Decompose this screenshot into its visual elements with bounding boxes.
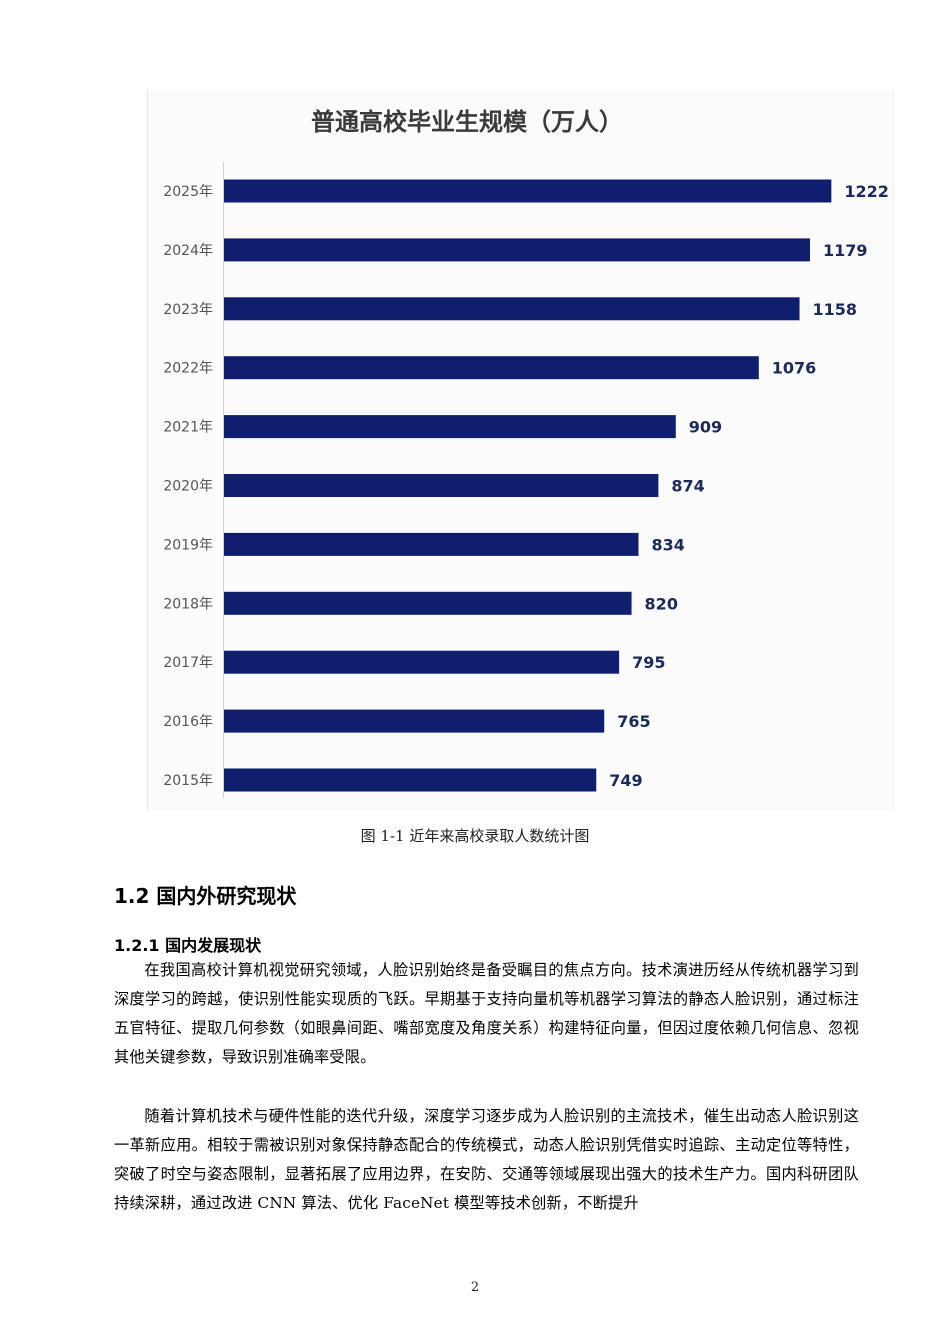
bar [224,474,659,497]
figure-caption: 图 1-1 近年来高校录取人数统计图 [360,827,590,845]
y-tick-label: 2024年 [163,243,213,259]
bars-layer: 2025年 1222 2024年 1179 2023年 1158 2022年 1076 2021… [163,179,889,792]
bar-value-label: 795 [632,653,665,672]
bar [224,768,597,792]
bar [224,709,605,733]
bar [224,356,759,380]
bar-value-label: 1222 [844,182,889,201]
y-tick-label: 2019年 [163,537,213,553]
y-tick-label: 2018年 [163,596,213,612]
bar [224,297,800,321]
subsection-heading: 1.2.1 国内发展现状 [114,936,262,955]
body-paragraph-2: 随着计算机技术与硬件性能的迭代升级，深度学习逐步成为人脸识别的主流技术，催生出动… [114,1107,859,1212]
bar-value-label: 1076 [772,359,817,378]
bar [224,591,632,615]
bar-value-label: 765 [617,712,650,731]
y-tick-label: 2016年 [163,714,213,730]
bar-value-label: 834 [652,535,685,554]
bar [224,650,620,674]
chart-background [147,90,894,810]
bar [224,238,810,262]
chart-svg: 普通高校毕业生规模（万人） 2025年 1222 2024年 1179 2023年 115… [147,90,894,810]
bar [224,532,639,556]
bar-value-label: 749 [609,771,642,790]
bar-value-label: 909 [689,418,722,437]
bar-value-label: 1158 [813,300,858,319]
y-tick-label: 2020年 [163,479,213,495]
bar-value-label: 820 [645,594,678,613]
y-tick-label: 2017年 [163,655,213,671]
y-tick-label: 2022年 [163,361,213,377]
y-tick-label: 2023年 [163,302,213,318]
y-tick-label: 2021年 [163,420,213,436]
body-paragraph-1: 在我国高校计算机视觉研究领域，人脸识别始终是备受瞩目的焦点方向。技术演进历经从传… [114,961,859,1066]
bar [224,179,832,203]
section-heading: 1.2 国内外研究现状 [114,884,297,908]
bar-value-label: 874 [671,477,704,496]
bar-chart: 普通高校毕业生规模（万人） 2025年 1222 2024年 1179 2023年 115… [147,90,894,810]
bar [224,415,676,439]
bar-value-label: 1179 [823,241,868,260]
page-number: 2 [470,1280,480,1295]
y-tick-label: 2025年 [163,184,213,200]
chart-title: 普通高校毕业生规模（万人） [311,108,623,136]
y-tick-label: 2015年 [163,773,213,789]
